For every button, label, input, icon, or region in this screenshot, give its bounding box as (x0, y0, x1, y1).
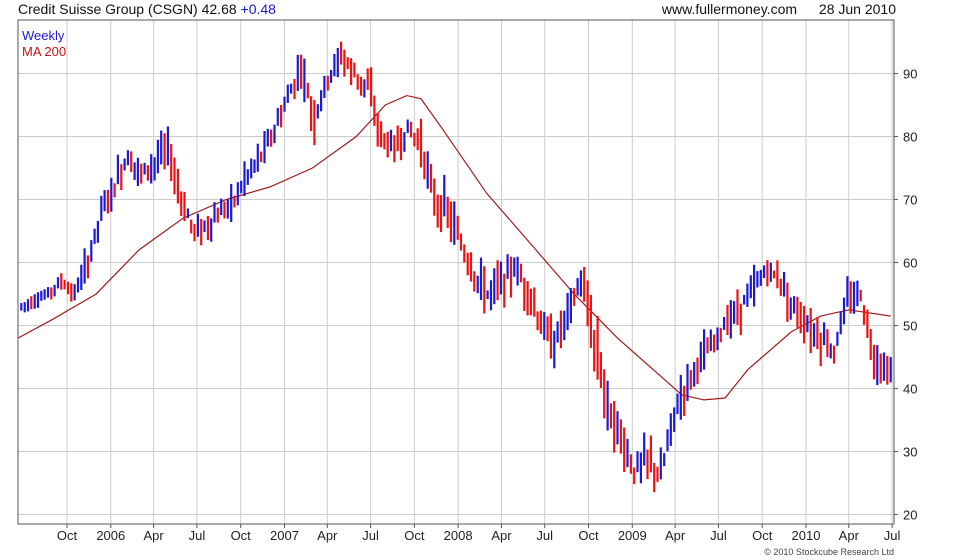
y-tick-label: 20 (903, 508, 917, 523)
price-change: +0.48 (240, 1, 276, 17)
y-tick-label: 90 (903, 67, 917, 82)
price-bars-layer (20, 41, 892, 493)
chart-header-right: www.fullermoney.com 28 Jun 2010 (662, 1, 896, 17)
plot-frame (17, 19, 895, 525)
y-tick-label: 30 (903, 445, 917, 460)
plot-border (17, 19, 895, 525)
x-tick-label: 2009 (618, 528, 647, 543)
x-tick-label: Jul (536, 528, 553, 543)
x-tick-label: 2006 (96, 528, 125, 543)
x-tick-label: 2010 (792, 528, 821, 543)
x-tick-label: Oct (231, 528, 252, 543)
x-tick-label: Apr (665, 528, 686, 543)
plot-area (18, 20, 894, 524)
chart-header-left: Credit Suisse Group (CSGN) 42.68 +0.48 (18, 1, 276, 17)
ma-line-layer (17, 94, 891, 401)
y-tick-label: 70 (903, 193, 917, 208)
y-tick-label: 50 (903, 319, 917, 334)
x-tick-label: Apr (491, 528, 512, 543)
x-tick-label: Oct (752, 528, 773, 543)
x-tick-label: Oct (578, 528, 599, 543)
legend-ma: MA 200 (22, 44, 66, 59)
x-tick-label: Apr (839, 528, 860, 543)
y-tick-label: 80 (903, 130, 917, 145)
x-tick-label: Jul (710, 528, 727, 543)
last-price: 42.68 (201, 1, 237, 17)
x-tick-label: Jul (884, 528, 901, 543)
chart-date: 28 Jun 2010 (818, 1, 896, 17)
ma-200-line (17, 94, 891, 401)
legend-weekly: Weekly (22, 28, 65, 43)
source-site: www.fullermoney.com (661, 1, 798, 17)
copyright-note: © 2010 Stockcube Research Ltd (764, 547, 894, 557)
x-axis-ticks: Oct 2006 Apr Jul Oct 2007 Apr Jul Oct 2008 Apr Jul O… (57, 524, 901, 543)
x-tick-label: 2008 (444, 528, 473, 543)
x-tick-label: Apr (143, 528, 164, 543)
y-tick-label: 40 (903, 382, 917, 397)
y-axis-ticks: 20 30 40 50 60 70 80 90 (894, 67, 917, 523)
x-tick-label: 2007 (270, 528, 299, 543)
y-tick-label: 60 (903, 256, 917, 271)
x-tick-label: Jul (362, 528, 379, 543)
company-name: Credit Suisse Group (CSGN) (18, 1, 198, 17)
x-tick-label: Jul (189, 528, 206, 543)
x-tick-label: Oct (57, 528, 78, 543)
x-tick-label: Apr (317, 528, 338, 543)
x-tick-label: Oct (404, 528, 425, 543)
